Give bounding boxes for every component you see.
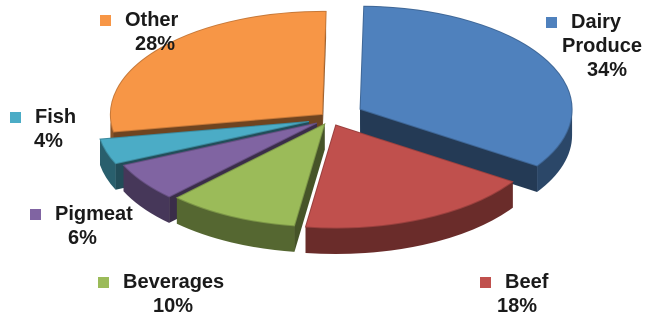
slice-wall-beverages-0 bbox=[294, 123, 325, 252]
label-text: Pigmeat bbox=[55, 203, 133, 225]
slice-rim-pigmeat bbox=[123, 165, 170, 223]
label-other: Other 28% bbox=[100, 8, 178, 56]
label-text: Other bbox=[125, 9, 179, 31]
slice-other bbox=[109, 10, 327, 133]
slice-wall-dairy-produce-1 bbox=[360, 109, 538, 192]
label-dairy-produce: Dairy Produce 34% bbox=[546, 10, 642, 82]
label-percent: 18% bbox=[497, 295, 538, 317]
slice-beef bbox=[304, 124, 514, 229]
label-beverages: Beverages 10% bbox=[98, 270, 224, 318]
slice-beverages bbox=[175, 122, 326, 227]
label-beef: Beef 18% bbox=[480, 270, 548, 318]
label-percent: 34% bbox=[587, 59, 628, 81]
label-text: Dairy bbox=[571, 11, 622, 33]
label-percent: 28% bbox=[135, 33, 176, 55]
slice-rim-fish bbox=[100, 139, 116, 190]
slice-fish bbox=[99, 121, 310, 165]
label-text: Beverages bbox=[123, 271, 225, 293]
legend-swatch-pigmeat bbox=[30, 208, 41, 220]
slice-rim-beverages bbox=[176, 197, 295, 252]
legend-swatch-other bbox=[100, 14, 111, 26]
legend-swatch-dairy-produce bbox=[546, 16, 557, 28]
legend-swatch-beef bbox=[480, 276, 491, 288]
label-percent: 4% bbox=[34, 130, 63, 152]
label-text: Fish bbox=[35, 106, 77, 128]
label-pigmeat: Pigmeat 6% bbox=[30, 202, 133, 250]
label-fish: Fish 4% bbox=[10, 105, 76, 153]
slice-tops bbox=[99, 5, 573, 229]
label-text-line2: Produce bbox=[562, 35, 643, 57]
label-percent: 10% bbox=[153, 295, 194, 317]
slice-dairy-produce bbox=[359, 5, 573, 167]
label-text: Beef bbox=[505, 271, 549, 293]
legend-swatch-fish bbox=[10, 111, 21, 123]
label-percent: 6% bbox=[68, 227, 97, 249]
legend-swatch-beverages bbox=[98, 276, 109, 288]
slice-pigmeat bbox=[122, 122, 318, 198]
slice-rim-beef bbox=[305, 181, 513, 255]
